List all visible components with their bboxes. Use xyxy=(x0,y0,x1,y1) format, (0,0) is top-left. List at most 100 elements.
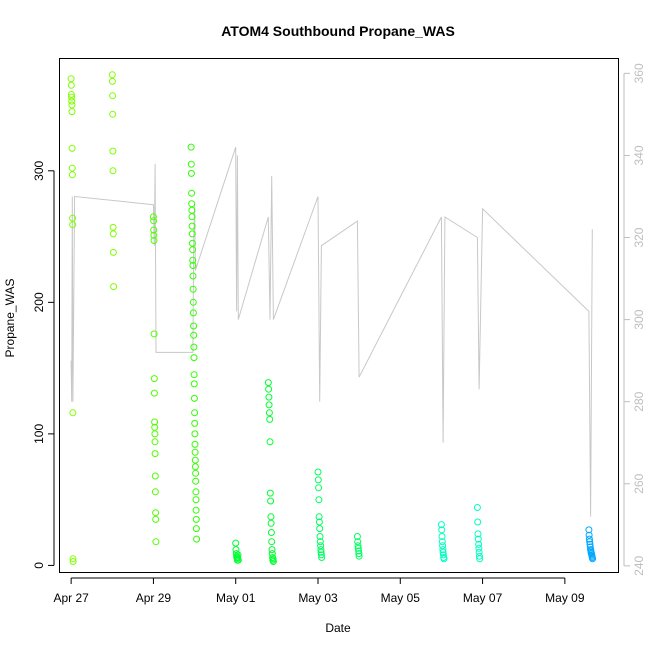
data-point xyxy=(69,409,77,417)
data-point xyxy=(265,393,273,401)
data-point xyxy=(586,538,594,546)
data-point xyxy=(438,538,446,546)
data-point xyxy=(264,379,272,387)
data-point xyxy=(188,189,196,197)
data-point xyxy=(268,538,276,546)
data-point xyxy=(268,546,276,554)
data-point xyxy=(189,256,197,264)
data-point xyxy=(68,171,76,179)
data-point xyxy=(267,497,275,505)
data-point xyxy=(188,213,196,221)
secondary-y-tick-label: 260 xyxy=(632,473,646,493)
data-point xyxy=(318,554,326,561)
data-point xyxy=(108,71,116,79)
data-point xyxy=(193,535,201,543)
data-point xyxy=(68,144,76,152)
data-point xyxy=(68,164,76,172)
data-point xyxy=(187,169,195,177)
data-point xyxy=(192,469,200,477)
data-point xyxy=(439,546,447,554)
data-point xyxy=(266,415,274,423)
data-point xyxy=(191,456,199,464)
data-point xyxy=(585,531,593,539)
data-point xyxy=(355,550,363,558)
data-point xyxy=(473,504,481,511)
secondary-y-tick-label: 320 xyxy=(632,227,646,247)
secondary-y-tick-label: 240 xyxy=(632,556,646,576)
data-point xyxy=(355,552,363,560)
data-point xyxy=(438,533,446,540)
secondary-y-axis: 240 260 280 300 320 340 360 xyxy=(623,63,646,576)
x-tick-label: May 05 xyxy=(381,591,421,605)
data-point xyxy=(188,200,196,208)
data-point xyxy=(191,409,199,417)
data-point xyxy=(475,544,483,552)
data-point xyxy=(67,81,75,89)
data-point xyxy=(151,472,159,480)
data-point xyxy=(189,309,197,317)
data-point xyxy=(269,555,277,563)
data-point xyxy=(476,555,484,563)
data-point xyxy=(190,380,198,388)
data-point xyxy=(474,530,482,538)
data-point xyxy=(232,539,240,547)
data-point xyxy=(475,552,483,560)
data-point xyxy=(109,248,117,256)
plot-frame xyxy=(59,58,619,573)
data-point xyxy=(188,239,196,247)
x-tick-label: May 09 xyxy=(545,591,585,605)
data-point xyxy=(192,488,200,496)
chart-title: ATOM4 Southbound Propane_WAS xyxy=(221,23,455,39)
data-point xyxy=(69,555,77,563)
data-point xyxy=(68,108,76,116)
data-point xyxy=(188,206,196,214)
data-point xyxy=(317,551,325,559)
data-point xyxy=(439,548,447,556)
data-point xyxy=(475,540,483,548)
data-point xyxy=(266,438,274,446)
x-tick-label: May 07 xyxy=(463,591,503,605)
data-point xyxy=(151,418,159,426)
data-point xyxy=(189,285,197,293)
data-point xyxy=(440,555,448,563)
data-point xyxy=(317,546,325,554)
secondary-y-tick-label: 300 xyxy=(632,309,646,329)
data-point xyxy=(474,535,482,543)
data-point xyxy=(439,542,447,550)
data-point xyxy=(150,389,158,397)
data-point xyxy=(151,488,159,496)
data-point xyxy=(67,75,75,83)
data-point xyxy=(354,538,362,546)
y-axis-label: Propane_WAS xyxy=(3,279,17,358)
x-axis: Apr 27 Apr 29 May 01 May 03 May 05 May 07 May … xyxy=(53,577,585,605)
data-point xyxy=(190,322,198,330)
y-tick-label: 0 xyxy=(32,562,46,569)
data-point xyxy=(109,110,117,118)
data-point xyxy=(188,230,196,238)
data-point xyxy=(192,515,200,523)
data-point xyxy=(586,540,594,548)
data-point xyxy=(68,93,76,101)
data-point xyxy=(267,529,275,536)
data-point xyxy=(109,92,117,100)
secondary-y-tick-label: 280 xyxy=(632,391,646,411)
data-point xyxy=(585,526,593,534)
data-point xyxy=(314,468,322,476)
data-point xyxy=(475,548,483,556)
data-point xyxy=(187,160,195,168)
data-point xyxy=(189,262,197,269)
data-point xyxy=(189,246,197,254)
data-point xyxy=(151,423,159,431)
data-point xyxy=(191,419,199,427)
data-point xyxy=(150,217,158,225)
x-axis-label: Date xyxy=(325,621,351,635)
data-point xyxy=(69,558,77,565)
data-point xyxy=(267,519,275,527)
data-point xyxy=(192,477,200,485)
data-point xyxy=(192,525,200,533)
data-point xyxy=(317,548,325,556)
y-axis: 0 100 200 300 xyxy=(32,160,55,569)
